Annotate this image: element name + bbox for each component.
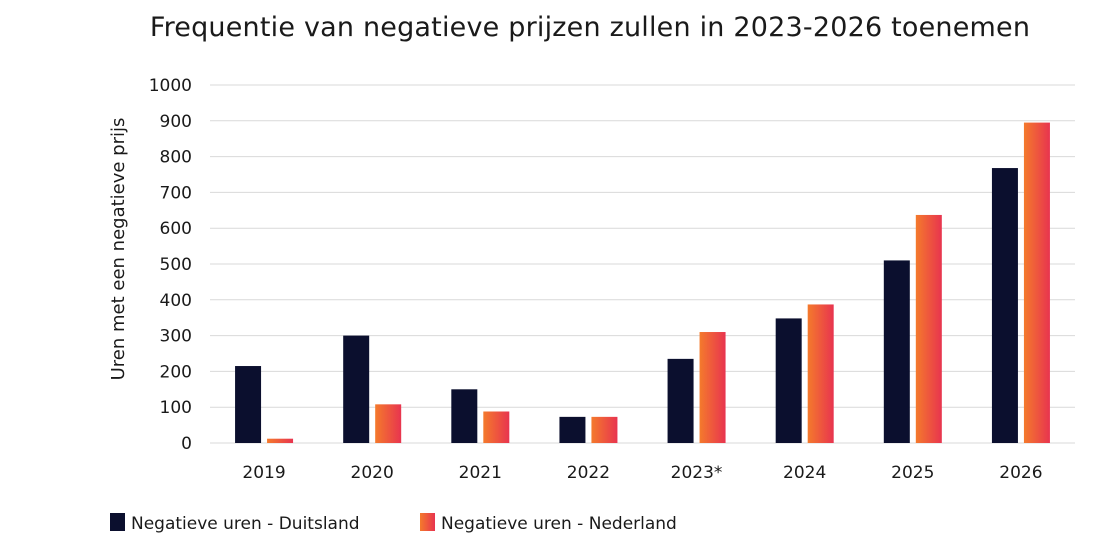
y-tick-label: 0 [181,434,192,454]
bar-nederland [375,404,402,443]
y-tick-label: 400 [160,291,192,311]
x-tick-label: 2022 [567,463,610,483]
bar-nederland [699,332,726,443]
bar-duitsland [667,358,694,443]
bar-nederland [483,411,510,443]
y-tick-label: 300 [160,327,192,347]
bar-duitsland [559,416,586,443]
y-tick-label: 1000 [149,76,192,96]
y-tick-label: 100 [160,398,192,418]
bar-nederland [807,304,834,443]
legend-swatch [110,513,125,531]
bar-duitsland [991,168,1018,443]
y-axis-label: Uren met een negatieve prijs [108,118,129,381]
y-tick-label: 900 [160,112,192,132]
bar-nederland [267,438,294,443]
bar-nederland [915,214,942,443]
x-tick-label: 2021 [459,463,502,483]
y-tick-label: 600 [160,219,192,239]
x-tick-label: 2019 [242,463,285,483]
chart-title: Frequentie van negatieve prijzen zullen … [149,12,1031,43]
bar-nederland [591,416,618,443]
bars [235,122,1050,443]
x-tick-label: 2020 [351,463,394,483]
bar-duitsland [451,389,478,443]
x-tick-label: 2026 [999,463,1042,483]
legend-label: Negatieve uren - Nederland [441,514,677,534]
legend-swatch [420,513,435,531]
bar-duitsland [883,260,910,443]
bar-duitsland [775,318,802,443]
legend-label: Negatieve uren - Duitsland [131,514,360,534]
legend: Negatieve uren - Duitsland Negatieve uren… [110,513,677,534]
y-tick-label: 200 [160,362,192,382]
y-axis-ticks: 0 100 200 300 400 500 600 700 800 900 1000 [149,76,192,454]
y-tick-label: 800 [160,148,192,168]
y-tick-label: 500 [160,255,192,275]
bar-duitsland [343,335,370,443]
bar-nederland [1023,122,1050,443]
x-axis-ticks: 2019 2020 2021 2022 2023* 2024 2025 2026 [242,463,1042,483]
x-tick-label: 2025 [891,463,934,483]
bar-duitsland [235,366,262,443]
y-tick-label: 700 [160,183,192,203]
x-tick-label: 2023* [671,463,723,483]
x-tick-label: 2024 [783,463,826,483]
gridlines [210,84,1075,444]
